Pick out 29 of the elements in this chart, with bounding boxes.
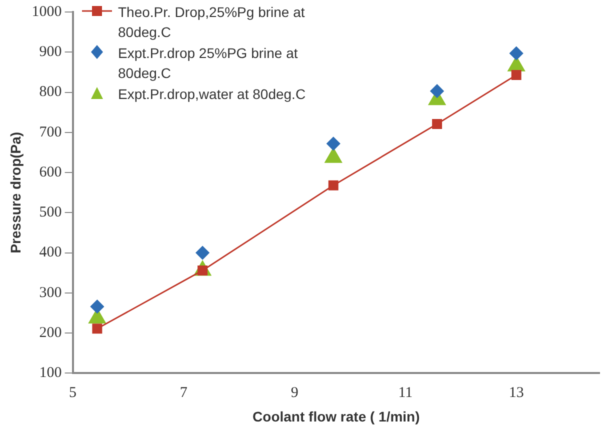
point (196, 246, 210, 260)
x-tick-label: 5 (69, 385, 77, 402)
y-tick-label: 800 (39, 84, 62, 100)
y-tick-label: 400 (39, 244, 62, 261)
y-tick-label: 200 (39, 325, 62, 342)
legend-label: Theo.Pr. Drop,25%Pg brine at 80deg.C (118, 3, 306, 42)
point (326, 136, 340, 150)
x-tick-label: 9 (290, 385, 298, 402)
point (510, 46, 524, 60)
y-tick-label: 900 (39, 44, 62, 60)
y-tick-label: 1000 (32, 4, 62, 20)
x-tick-label: 11 (398, 385, 413, 402)
point (430, 84, 444, 98)
point (328, 180, 338, 190)
y-tick-label: 700 (39, 124, 62, 140)
legend-label: Expt.Pr.drop,water at 80deg.C (118, 85, 306, 104)
point (511, 70, 522, 80)
point (92, 324, 102, 334)
x-axis-title: Coolant flow rate ( 1/min) (252, 408, 420, 424)
y-axis-title: Pressure drop(Pa) (7, 132, 24, 254)
y-tick-label: 300 (39, 284, 62, 301)
y-tick-label: 100 (39, 365, 62, 382)
point (90, 300, 104, 314)
y-tick-label: 500 (39, 204, 62, 221)
legend-label: Expt.Pr.drop 25%PG brine at 80deg.C (118, 44, 299, 83)
x-tick-label: 13 (508, 385, 524, 402)
y-tick-label: 600 (39, 164, 62, 180)
x-tick-label: 7 (180, 385, 188, 402)
point (432, 118, 442, 129)
